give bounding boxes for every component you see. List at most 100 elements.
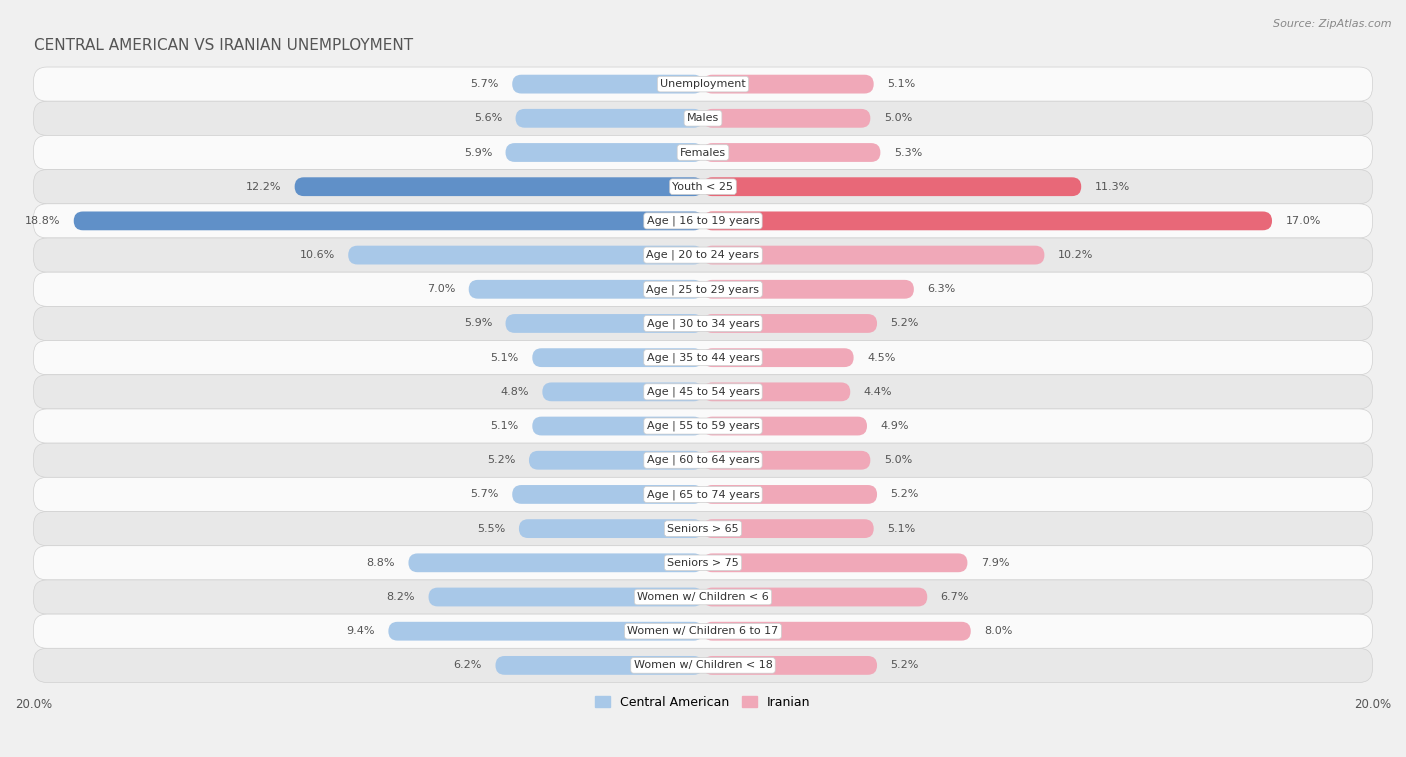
FancyBboxPatch shape [703,177,1081,196]
Text: Age | 60 to 64 years: Age | 60 to 64 years [647,455,759,466]
Text: 5.1%: 5.1% [491,353,519,363]
FancyBboxPatch shape [529,451,703,469]
Text: 18.8%: 18.8% [25,216,60,226]
Text: Source: ZipAtlas.com: Source: ZipAtlas.com [1274,19,1392,29]
Text: 6.7%: 6.7% [941,592,969,602]
FancyBboxPatch shape [34,238,1372,273]
FancyBboxPatch shape [34,580,1372,614]
FancyBboxPatch shape [703,382,851,401]
Text: 5.0%: 5.0% [884,114,912,123]
FancyBboxPatch shape [34,546,1372,580]
Text: 5.0%: 5.0% [884,455,912,466]
FancyBboxPatch shape [516,109,703,128]
Text: 4.8%: 4.8% [501,387,529,397]
Text: 5.2%: 5.2% [890,319,918,329]
FancyBboxPatch shape [34,67,1372,101]
Text: Seniors > 65: Seniors > 65 [668,524,738,534]
FancyBboxPatch shape [533,416,703,435]
FancyBboxPatch shape [533,348,703,367]
Text: 10.2%: 10.2% [1057,250,1094,260]
Text: 5.1%: 5.1% [887,524,915,534]
FancyBboxPatch shape [703,485,877,504]
FancyBboxPatch shape [34,443,1372,478]
Text: 7.0%: 7.0% [427,285,456,294]
Text: CENTRAL AMERICAN VS IRANIAN UNEMPLOYMENT: CENTRAL AMERICAN VS IRANIAN UNEMPLOYMENT [34,38,413,53]
Text: 4.4%: 4.4% [863,387,893,397]
Text: 5.2%: 5.2% [890,490,918,500]
Text: Age | 25 to 29 years: Age | 25 to 29 years [647,284,759,294]
Text: Age | 55 to 59 years: Age | 55 to 59 years [647,421,759,431]
Text: 9.4%: 9.4% [346,626,375,636]
Text: 5.1%: 5.1% [887,79,915,89]
FancyBboxPatch shape [34,101,1372,136]
FancyBboxPatch shape [73,211,703,230]
Text: 8.8%: 8.8% [367,558,395,568]
FancyBboxPatch shape [34,170,1372,204]
Text: Age | 35 to 44 years: Age | 35 to 44 years [647,353,759,363]
FancyBboxPatch shape [34,409,1372,443]
FancyBboxPatch shape [34,341,1372,375]
FancyBboxPatch shape [512,485,703,504]
Text: 5.7%: 5.7% [471,79,499,89]
FancyBboxPatch shape [703,143,880,162]
FancyBboxPatch shape [34,273,1372,307]
Text: Women w/ Children < 18: Women w/ Children < 18 [634,660,772,671]
Text: 5.9%: 5.9% [464,148,492,157]
FancyBboxPatch shape [388,621,703,640]
Text: Age | 65 to 74 years: Age | 65 to 74 years [647,489,759,500]
Text: 4.5%: 4.5% [868,353,896,363]
Text: Seniors > 75: Seniors > 75 [666,558,740,568]
Text: 5.3%: 5.3% [894,148,922,157]
Text: Women w/ Children < 6: Women w/ Children < 6 [637,592,769,602]
FancyBboxPatch shape [506,314,703,333]
Text: Females: Females [681,148,725,157]
FancyBboxPatch shape [295,177,703,196]
Text: 10.6%: 10.6% [299,250,335,260]
FancyBboxPatch shape [519,519,703,538]
FancyBboxPatch shape [349,246,703,264]
FancyBboxPatch shape [703,656,877,674]
FancyBboxPatch shape [703,109,870,128]
Text: 5.2%: 5.2% [890,660,918,671]
Text: 6.2%: 6.2% [454,660,482,671]
Text: 17.0%: 17.0% [1285,216,1320,226]
FancyBboxPatch shape [34,375,1372,409]
Text: Age | 45 to 54 years: Age | 45 to 54 years [647,387,759,397]
Text: Age | 20 to 24 years: Age | 20 to 24 years [647,250,759,260]
Text: Age | 16 to 19 years: Age | 16 to 19 years [647,216,759,226]
FancyBboxPatch shape [512,75,703,94]
FancyBboxPatch shape [34,478,1372,512]
Text: 5.9%: 5.9% [464,319,492,329]
Text: Youth < 25: Youth < 25 [672,182,734,192]
FancyBboxPatch shape [703,451,870,469]
FancyBboxPatch shape [703,246,1045,264]
FancyBboxPatch shape [34,307,1372,341]
FancyBboxPatch shape [703,519,873,538]
FancyBboxPatch shape [703,75,873,94]
Text: 8.0%: 8.0% [984,626,1012,636]
FancyBboxPatch shape [703,314,877,333]
Text: 8.2%: 8.2% [387,592,415,602]
Text: Women w/ Children 6 to 17: Women w/ Children 6 to 17 [627,626,779,636]
FancyBboxPatch shape [34,614,1372,648]
FancyBboxPatch shape [703,553,967,572]
FancyBboxPatch shape [703,280,914,299]
FancyBboxPatch shape [703,621,970,640]
Text: Unemployment: Unemployment [661,79,745,89]
Text: Age | 30 to 34 years: Age | 30 to 34 years [647,318,759,329]
FancyBboxPatch shape [703,416,868,435]
FancyBboxPatch shape [495,656,703,674]
Text: 12.2%: 12.2% [246,182,281,192]
FancyBboxPatch shape [703,587,928,606]
Text: 5.7%: 5.7% [471,490,499,500]
FancyBboxPatch shape [34,204,1372,238]
FancyBboxPatch shape [34,648,1372,683]
Text: 5.5%: 5.5% [477,524,506,534]
FancyBboxPatch shape [543,382,703,401]
FancyBboxPatch shape [703,348,853,367]
FancyBboxPatch shape [468,280,703,299]
FancyBboxPatch shape [506,143,703,162]
Text: 5.2%: 5.2% [488,455,516,466]
FancyBboxPatch shape [703,211,1272,230]
FancyBboxPatch shape [34,512,1372,546]
